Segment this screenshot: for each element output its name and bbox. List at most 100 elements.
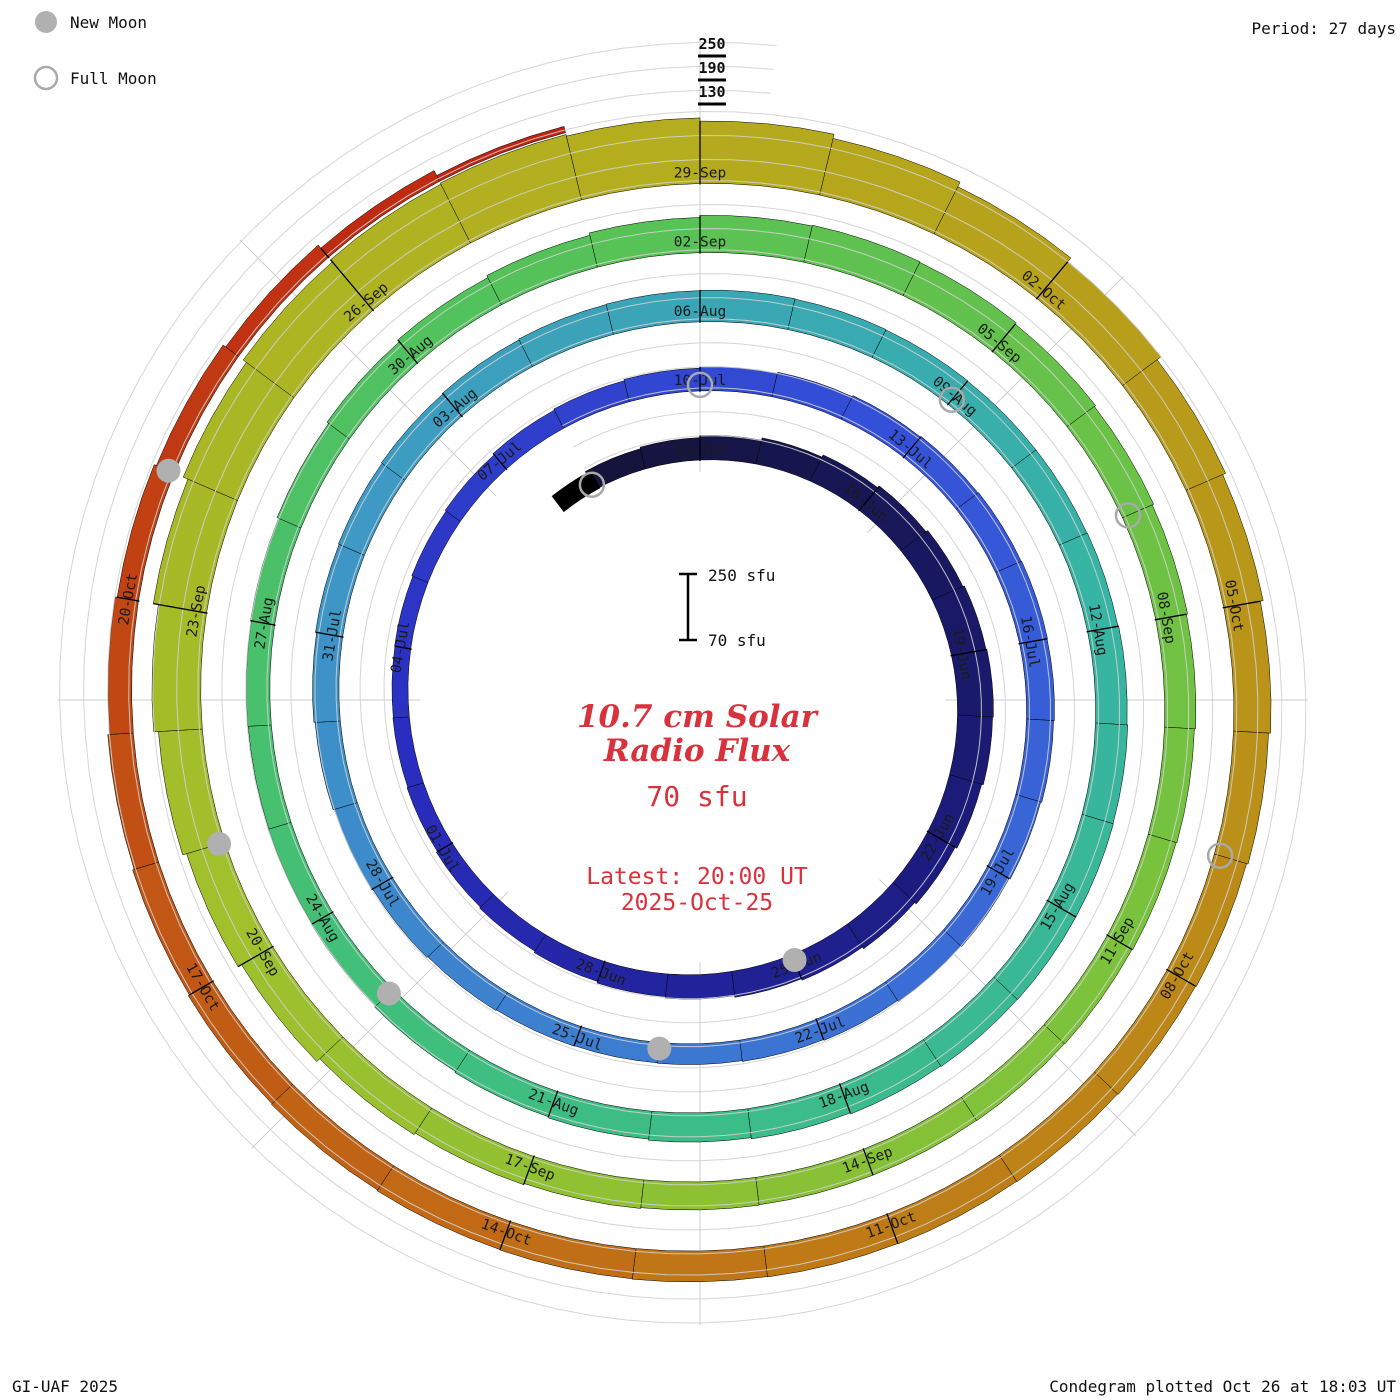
three-day-tick bbox=[950, 648, 988, 657]
three-day-tick bbox=[499, 1220, 512, 1250]
three-day-tick bbox=[886, 1213, 899, 1244]
flux-day-segment bbox=[314, 720, 358, 811]
flux-day-segment bbox=[949, 714, 993, 786]
flux-day-segment bbox=[787, 298, 887, 358]
chart-title-line2: Radio Flux bbox=[603, 733, 791, 769]
flux-day-segment bbox=[392, 716, 424, 788]
flux-day-segment bbox=[187, 980, 294, 1105]
flux-day-segment bbox=[411, 510, 461, 583]
new-moon-marker bbox=[156, 458, 181, 483]
flux-day-segment bbox=[454, 1049, 558, 1118]
flux-day-segment bbox=[1066, 406, 1155, 519]
flux-day-segment bbox=[1122, 359, 1227, 491]
center-annotation: 10.7 cm Solar Radio Flux 70 sfu Latest: … bbox=[577, 699, 820, 916]
spiral-start-cap bbox=[551, 470, 601, 513]
flux-day-segment bbox=[1185, 474, 1264, 608]
three-day-tick bbox=[492, 453, 508, 471]
three-day-tick bbox=[1035, 261, 1069, 300]
flux-day-segment bbox=[427, 941, 508, 1011]
date-label: 13-Jun bbox=[674, 442, 726, 458]
latest-time-label: Latest: 20:00 UT bbox=[586, 864, 808, 890]
flux-day-segment bbox=[987, 794, 1042, 880]
period-label: Period: 27 days bbox=[1252, 19, 1397, 38]
three-day-tick bbox=[1046, 899, 1077, 918]
flux-day-segment bbox=[803, 224, 921, 296]
flux-day-segment bbox=[839, 1039, 942, 1115]
flux-day-segment bbox=[763, 1213, 899, 1278]
three-day-tick bbox=[237, 945, 274, 968]
plotted-timestamp: Condegram plotted Oct 26 at 18:03 UT bbox=[1049, 1377, 1396, 1396]
flux-day-segment bbox=[847, 881, 916, 950]
flux-day-segment bbox=[319, 1036, 433, 1136]
gridline-spiral-130 bbox=[107, 89, 1259, 1276]
three-day-tick bbox=[315, 631, 344, 638]
full-moon-marker bbox=[686, 371, 714, 399]
three-day-tick bbox=[815, 1018, 825, 1040]
flux-day-segment bbox=[566, 117, 701, 201]
full-moon-marker bbox=[578, 471, 606, 498]
flux-day-segment bbox=[884, 929, 961, 1002]
flux-day-segment bbox=[886, 1154, 1017, 1245]
three-day-tick bbox=[991, 323, 1016, 353]
three-day-tick bbox=[547, 1090, 559, 1117]
moon-legend: New Moon Full Moon bbox=[33, 11, 157, 91]
flux-day-segment bbox=[1122, 504, 1188, 620]
flux-day-segment bbox=[1011, 449, 1088, 546]
new-moon-marker bbox=[376, 981, 401, 1006]
three-day-tick bbox=[858, 485, 880, 512]
flux-day-segment bbox=[533, 934, 606, 982]
flux-day-segment bbox=[1223, 600, 1272, 734]
three-day-tick bbox=[946, 380, 969, 406]
flux-day-segment bbox=[902, 262, 1017, 352]
flux-day-segment bbox=[755, 437, 823, 482]
flux-day-segment bbox=[792, 923, 863, 981]
new-moon-marker bbox=[782, 948, 807, 972]
flux-day-segment bbox=[553, 380, 630, 429]
spiral-layers: 13-Jun16-Jun19-Jun22-Jun25-Jun28-Jun01-J… bbox=[57, 40, 1308, 1325]
flux-day-segment bbox=[436, 126, 566, 182]
flux-day-segment bbox=[1155, 613, 1197, 730]
flux-day-segment bbox=[747, 1083, 851, 1140]
three-day-tick bbox=[153, 602, 208, 614]
three-day-tick bbox=[1166, 968, 1196, 987]
three-day-tick bbox=[188, 980, 215, 996]
three-day-tick bbox=[522, 1155, 535, 1185]
three-day-tick bbox=[320, 247, 330, 259]
date-label: 07-Jul bbox=[475, 439, 525, 485]
gridline-layer bbox=[59, 41, 1307, 1324]
three-day-tick bbox=[250, 620, 276, 626]
flux-day-segment bbox=[406, 782, 453, 852]
axis-tick-250: 250 bbox=[698, 35, 725, 53]
three-day-tick bbox=[1086, 625, 1119, 633]
flux-day-segment bbox=[338, 462, 406, 556]
gridline-spiral-190 bbox=[83, 65, 1283, 1300]
flux-day-segment bbox=[276, 423, 350, 529]
latest-flux-value: 70 sfu bbox=[646, 780, 747, 813]
flux-day-segment bbox=[1093, 969, 1196, 1095]
flux-spiral bbox=[107, 117, 1272, 1283]
flux-scale-indicator: 250 sfu 70 sfu bbox=[679, 566, 775, 650]
three-day-tick bbox=[1018, 638, 1048, 645]
three-day-tick bbox=[371, 876, 394, 891]
full-moon-legend-label: Full Moon bbox=[70, 69, 157, 88]
scale-bottom-label: 70 sfu bbox=[708, 631, 766, 650]
radial-flux-axis: 250 190 130 bbox=[698, 35, 726, 106]
three-day-tick bbox=[1154, 613, 1187, 621]
flux-day-segment bbox=[414, 1107, 535, 1186]
flux-day-segment bbox=[927, 774, 983, 849]
flux-day-segment bbox=[951, 649, 994, 718]
flux-day-segment bbox=[648, 1108, 752, 1143]
flux-day-segment bbox=[1166, 853, 1247, 987]
new-moon-legend-label: New Moon bbox=[70, 13, 147, 32]
axis-tick-130: 130 bbox=[698, 83, 725, 101]
axis-tick-190: 190 bbox=[698, 59, 725, 77]
flux-day-segment bbox=[892, 831, 956, 905]
flux-day-segment bbox=[993, 900, 1077, 1000]
flux-day-segment bbox=[739, 1018, 824, 1062]
flux-day-segment bbox=[1015, 718, 1054, 803]
flux-day-segment bbox=[116, 464, 175, 602]
flux-day-segment bbox=[992, 323, 1096, 428]
new-moon-marker bbox=[647, 1036, 672, 1061]
